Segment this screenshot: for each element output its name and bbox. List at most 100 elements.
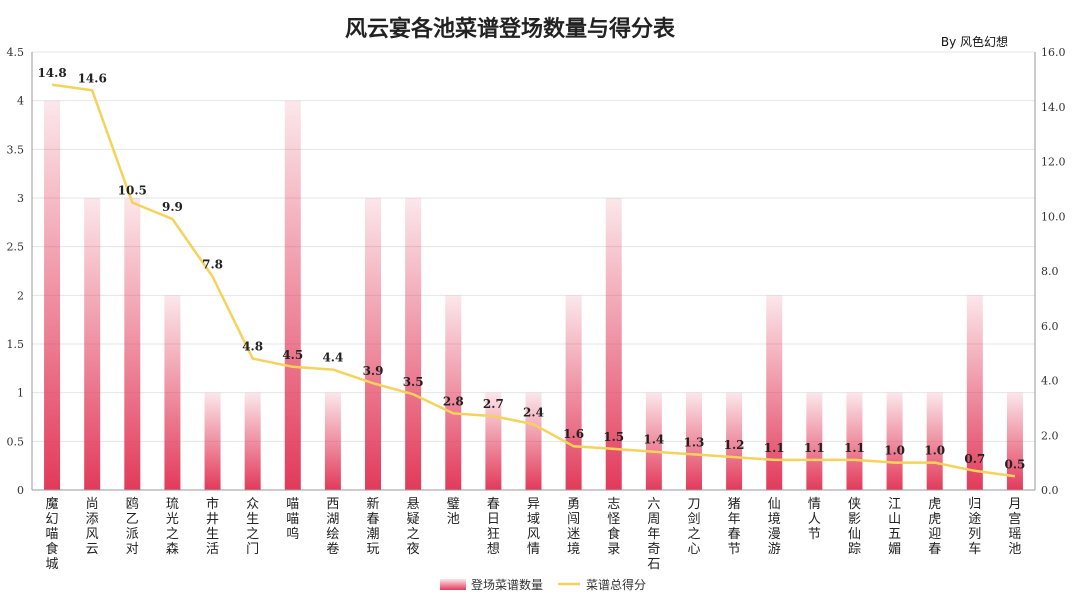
category-label: 魔幻喵食城 bbox=[46, 497, 59, 572]
score-data-label: 1.6 bbox=[563, 427, 584, 441]
bar bbox=[926, 392, 943, 490]
chart-title: 风云宴各池菜谱登场数量与得分表 bbox=[345, 16, 676, 42]
bar bbox=[204, 392, 221, 490]
legend-line-label: 菜谱总得分 bbox=[586, 577, 646, 592]
category-label: 情人节 bbox=[808, 497, 821, 542]
score-line-path bbox=[51, 83, 1016, 478]
y-right-tick-label: 2.0 bbox=[1041, 429, 1059, 442]
score-data-label: 1.1 bbox=[844, 441, 865, 455]
score-data-label: 1.5 bbox=[603, 430, 624, 444]
y-right-tick-label: 12.0 bbox=[1041, 156, 1066, 169]
axes: 0 0.5 1 1.5 2 2.5 3 3.5 4 4.5 0.0 2.0 4.0 6.0 8.0 10.0 1… bbox=[7, 46, 1066, 497]
bar bbox=[365, 198, 382, 490]
score-data-label: 1.0 bbox=[924, 444, 945, 458]
y-right-tick-label: 8.0 bbox=[1041, 265, 1059, 278]
category-label: 鸥乙派对 bbox=[126, 496, 139, 557]
y-right-tick-label: 0.0 bbox=[1041, 484, 1059, 497]
score-data-label: 3.9 bbox=[363, 364, 384, 378]
category-label: 侠影仙踪 bbox=[848, 497, 861, 557]
score-data-label: 4.4 bbox=[322, 351, 343, 365]
y-left-tick-label: 1 bbox=[17, 387, 24, 400]
y-left-tick-label: 3.5 bbox=[7, 143, 25, 156]
bar bbox=[766, 295, 783, 490]
category-label: 虎虎迎春 bbox=[928, 497, 941, 557]
bar bbox=[846, 392, 863, 490]
y-left-tick-label: 0 bbox=[17, 484, 24, 497]
category-label: 六周年奇石 bbox=[647, 497, 660, 572]
y-left-tick-label: 2 bbox=[17, 289, 24, 302]
category-label: 众生之门 bbox=[246, 497, 259, 557]
score-data-label: 9.9 bbox=[162, 200, 183, 214]
gridlines bbox=[32, 51, 1035, 442]
category-label: 市井生活 bbox=[206, 496, 219, 557]
y-right-tick-label: 16.0 bbox=[1041, 46, 1066, 59]
y-left-tick-label: 3 bbox=[17, 192, 24, 205]
category-label: 新春潮玩 bbox=[367, 496, 380, 557]
bar bbox=[284, 100, 301, 491]
score-line bbox=[51, 83, 1016, 478]
bar bbox=[605, 198, 622, 490]
category-label: 琉光之森 bbox=[166, 497, 179, 557]
category-label: 江山五媚 bbox=[888, 497, 901, 557]
category-label: 春日狂想 bbox=[487, 497, 500, 557]
category-label: 刀剑之心 bbox=[687, 497, 700, 557]
score-data-label: 3.5 bbox=[403, 375, 424, 389]
bar bbox=[966, 295, 983, 490]
score-data-label: 10.5 bbox=[118, 184, 147, 198]
score-data-label: 1.0 bbox=[884, 444, 905, 458]
category-label: 尚添风云 bbox=[86, 497, 99, 557]
bar bbox=[164, 295, 181, 490]
score-data-label: 1.3 bbox=[684, 435, 705, 449]
y-left-tick-label: 2.5 bbox=[7, 241, 25, 254]
category-label: 璧池 bbox=[447, 496, 460, 527]
y-left-tick-label: 0.5 bbox=[7, 435, 25, 448]
category-label: 西湖绘卷 bbox=[326, 497, 339, 557]
score-data-label: 2.8 bbox=[443, 394, 464, 408]
legend-bar-swatch bbox=[440, 579, 466, 590]
score-data-label: 2.4 bbox=[523, 405, 544, 419]
score-data-label: 4.5 bbox=[282, 348, 303, 362]
bar bbox=[685, 392, 702, 490]
bar bbox=[525, 392, 542, 490]
category-label: 猪年春节 bbox=[728, 497, 741, 557]
bar bbox=[726, 392, 743, 490]
score-data-label: 0.7 bbox=[964, 452, 985, 466]
score-data-label: 1.4 bbox=[643, 433, 664, 447]
score-data-label: 1.2 bbox=[724, 438, 745, 452]
y-left-tick-label: 4.5 bbox=[7, 46, 25, 59]
score-data-label: 14.6 bbox=[78, 71, 107, 85]
category-label: 异域风情 bbox=[527, 497, 540, 557]
score-data-label: 1.1 bbox=[804, 441, 825, 455]
legend-bar-label: 登场菜谱数量 bbox=[471, 577, 543, 592]
score-data-label: 1.1 bbox=[764, 441, 785, 455]
legend: 登场菜谱数量 菜谱总得分 bbox=[440, 577, 646, 592]
bar bbox=[84, 198, 101, 490]
y-right-tick-label: 4.0 bbox=[1041, 375, 1059, 388]
bar bbox=[565, 295, 582, 490]
bar bbox=[806, 392, 823, 490]
y-right-tick-label: 10.0 bbox=[1041, 210, 1066, 223]
y-right-tick-label: 14.0 bbox=[1041, 101, 1066, 114]
bar bbox=[124, 198, 141, 490]
category-labels: 魔幻喵食城 尚添风云 鸥乙派对 琉光之森 市井生活 众生之门 喵喵呜 西湖绘卷 新春潮玩 悬疑之夜… bbox=[46, 496, 1022, 572]
bar bbox=[645, 392, 662, 490]
bar bbox=[44, 100, 61, 491]
category-label: 志怪食录 bbox=[607, 497, 620, 557]
bar bbox=[445, 295, 462, 490]
score-data-label: 4.8 bbox=[242, 340, 263, 354]
category-label: 月宫瑶池 bbox=[1008, 497, 1021, 557]
byline: By 风色幻想 bbox=[941, 34, 1008, 49]
score-data-label: 7.8 bbox=[202, 257, 223, 271]
y-left-tick-label: 1.5 bbox=[7, 338, 25, 351]
category-label: 喵喵呜 bbox=[286, 497, 299, 542]
score-data-label: 2.7 bbox=[483, 397, 504, 411]
bar bbox=[324, 392, 341, 490]
bar bbox=[1006, 392, 1023, 490]
bar bbox=[886, 392, 903, 490]
data-labels: 14.8 14.6 10.5 9.9 7.8 4.8 4.5 4.4 3.9 3.5 2.8 2.7 2… bbox=[37, 66, 1025, 471]
y-left-tick-label: 4 bbox=[17, 95, 24, 108]
bar bbox=[405, 198, 422, 490]
category-label: 仙境漫游 bbox=[768, 497, 781, 557]
y-right-tick-label: 6.0 bbox=[1041, 320, 1059, 333]
